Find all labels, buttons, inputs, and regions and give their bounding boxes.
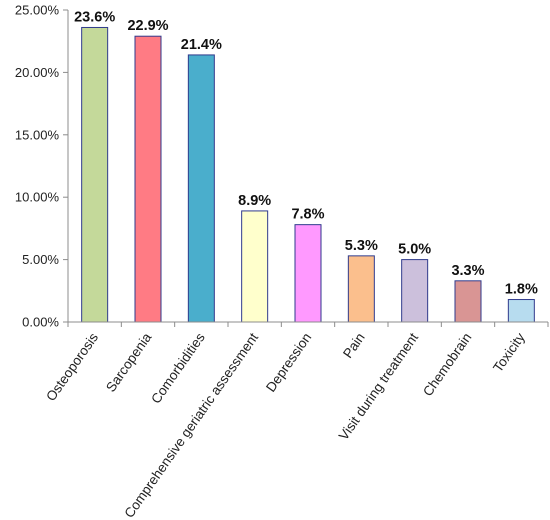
category-label: Depression [263, 330, 314, 395]
category-label: Toxicity [490, 330, 528, 375]
data-labels: 23.6% 22.9% 21.4% 8.9% 7.8% 5.3% 5.0% 3.3% 1.8% [74, 9, 538, 297]
data-label: 22.9% [127, 18, 168, 34]
data-label: 7.8% [291, 207, 324, 223]
data-label: 8.9% [238, 193, 271, 209]
category-label: Osteoporosis [43, 330, 101, 404]
bar-toxicity [507, 299, 535, 323]
bar-osteoporosis [81, 26, 109, 323]
data-label: 3.3% [451, 263, 484, 279]
category-label: Sarcopenia [103, 330, 155, 395]
y-tick-label: 10.00% [15, 190, 60, 205]
y-tick-label: 0.00% [22, 315, 59, 330]
bar-depression [294, 224, 322, 323]
category-label: Pain [340, 330, 368, 361]
x-axis [67, 321, 549, 327]
data-label: 23.6% [74, 9, 115, 25]
y-tick-label: 20.00% [15, 65, 60, 80]
bar-pain [347, 255, 375, 323]
data-label: 1.8% [505, 282, 538, 298]
category-label: Comorbidities [148, 330, 208, 406]
y-tick-label: 15.00% [15, 127, 60, 142]
bar-chemobrain [454, 280, 482, 323]
bar-visit-during-treatment [401, 259, 429, 323]
y-tick-label: 25.00% [15, 3, 60, 18]
bar-comprehensive-geriatric-assessment [241, 210, 269, 323]
bar-sarcopenia [134, 35, 162, 323]
data-label: 5.0% [398, 242, 431, 258]
bar-comorbidities [187, 54, 215, 323]
data-label: 21.4% [181, 37, 222, 53]
y-tick-label: 5.00% [22, 252, 59, 267]
category-label: Chemobrain [420, 330, 474, 399]
y-axis: 0.00% 5.00% 10.00% 15.00% 20.00% 25.00% [15, 3, 69, 330]
bars [81, 26, 535, 323]
category-labels: Osteoporosis SarcopeniaComorbiditiesCompr… [43, 330, 528, 520]
data-label: 5.3% [345, 238, 378, 254]
